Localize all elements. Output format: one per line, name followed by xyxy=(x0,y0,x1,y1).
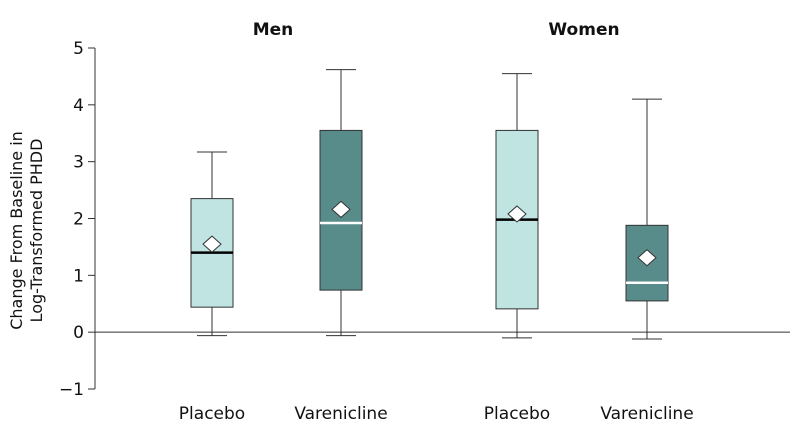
y-tick-label: 5 xyxy=(73,39,84,59)
y-tick-label: 0 xyxy=(73,323,84,343)
category-label: Placebo xyxy=(484,404,550,424)
group-title: Women xyxy=(548,20,619,40)
y-tick-label: 1 xyxy=(73,266,84,286)
y-axis-title-line: Log-Transformed PHDD xyxy=(27,139,46,323)
category-label: Placebo xyxy=(179,404,245,424)
mean-marker xyxy=(331,200,351,219)
y-tick-label: 3 xyxy=(73,153,84,173)
category-label: Varenicline xyxy=(600,404,693,424)
mean-marker xyxy=(637,249,657,267)
group-men: Men Placebo Varenicline xyxy=(179,20,388,424)
box-placebo: Placebo xyxy=(484,73,550,424)
box-varenicline: Varenicline xyxy=(294,69,388,424)
y-axis-title-line: Change From Baseline in xyxy=(7,131,26,330)
y-axis-title: Change From Baseline inLog-Transformed P… xyxy=(7,131,46,330)
box-varenicline: Varenicline xyxy=(600,98,694,424)
group-title: Men xyxy=(253,20,294,40)
category-label: Varenicline xyxy=(294,404,387,424)
axes: −1 0 1 2 3 4 5 xyxy=(59,39,790,400)
box-placebo: Placebo xyxy=(179,151,245,424)
y-tick-label: −1 xyxy=(59,380,84,400)
box-groups: Men Placebo Varenicline Women Placebo Varenic… xyxy=(179,20,694,424)
mean-marker xyxy=(202,235,222,253)
y-tick-label: 2 xyxy=(73,210,84,230)
group-women: Women Placebo Varenicline xyxy=(484,20,694,424)
y-axis-title-text: Change From Baseline inLog-Transformed P… xyxy=(7,131,46,330)
mean-marker xyxy=(507,205,527,223)
y-tick-label: 4 xyxy=(73,96,84,116)
